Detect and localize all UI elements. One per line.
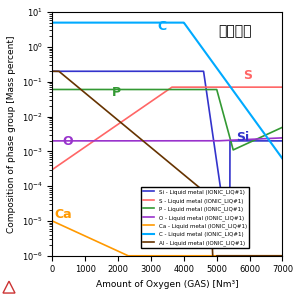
Text: Si: Si (236, 131, 250, 144)
Text: Ca: Ca (54, 208, 72, 221)
Text: O: O (62, 135, 73, 148)
Text: S: S (243, 69, 252, 82)
Text: C: C (158, 20, 167, 33)
X-axis label: Amount of Oxygen (GAS) [Nm³]: Amount of Oxygen (GAS) [Nm³] (96, 280, 239, 289)
Text: Al: Al (220, 229, 234, 242)
Legend: Si - Liquid metal (IONIC_LIQ#1), S - Liquid metal (IONIC_LIQ#1), P - Liquid meta: Si - Liquid metal (IONIC_LIQ#1), S - Liq… (141, 187, 249, 248)
Text: P: P (112, 86, 121, 99)
Text: スラグ有: スラグ有 (218, 24, 251, 38)
Y-axis label: Composition of phase group [Mass percent]: Composition of phase group [Mass percent… (7, 35, 16, 233)
